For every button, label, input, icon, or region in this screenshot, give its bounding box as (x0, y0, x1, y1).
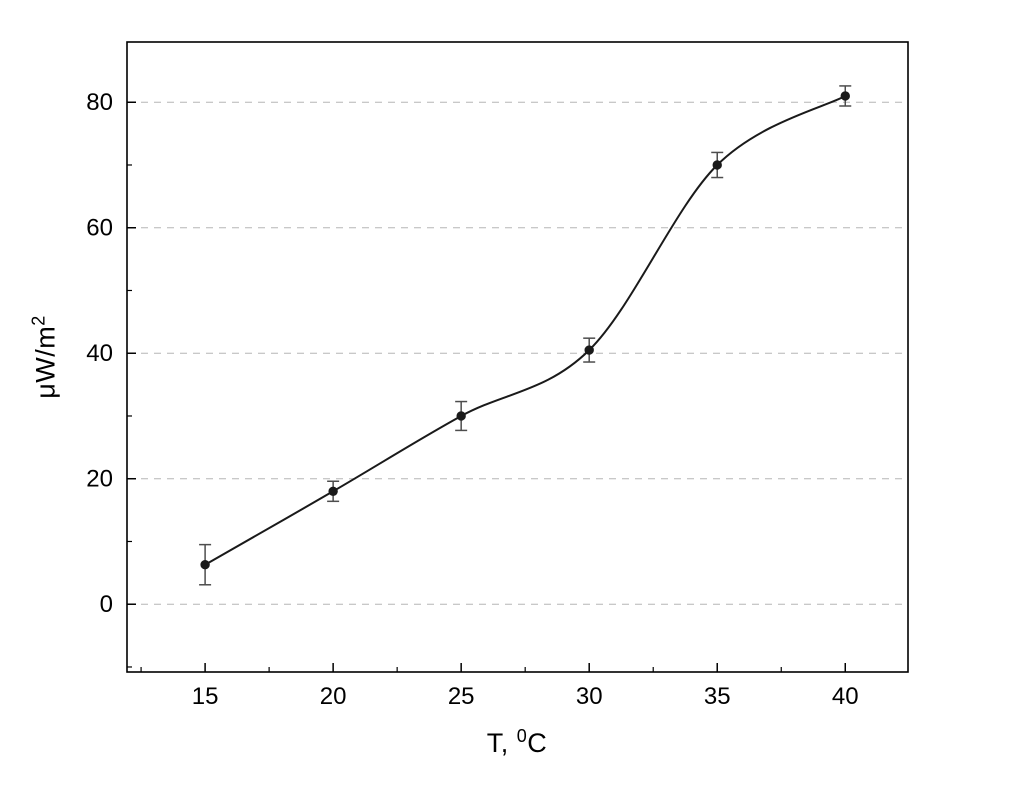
plot-frame (126, 41, 909, 673)
data-point-40 (840, 91, 850, 101)
x-tick-label-25: 25 (448, 683, 475, 710)
x-axis-label-suffix: C (527, 728, 548, 758)
y-tick-label-0: 0 (100, 591, 113, 618)
y-tick-label-80: 80 (86, 89, 113, 116)
y-tick-label-60: 60 (86, 215, 113, 242)
y-axis-label-superscript: 2 (28, 315, 49, 326)
y-axis-label-text: μW/m (30, 325, 61, 399)
x-tick-label-30: 30 (576, 683, 603, 710)
y-axis-label: μW/m2 (28, 315, 62, 399)
x-axis-label-text: T, (486, 728, 517, 758)
x-axis-label: T, 0C (486, 726, 548, 759)
x-axis-label-superscript: 0 (516, 726, 528, 746)
data-point-35 (712, 160, 722, 170)
data-point-15 (200, 559, 210, 570)
data-curve (204, 95, 847, 566)
x-tick-label-20: 20 (320, 683, 347, 710)
y-tick-label-40: 40 (86, 340, 113, 367)
x-tick-label-40: 40 (832, 683, 859, 710)
data-point-25 (456, 411, 466, 421)
x-tick-label-35: 35 (704, 683, 731, 710)
x-tick-label-15: 15 (192, 683, 219, 710)
data-point-20 (328, 486, 338, 496)
data-point-30 (584, 345, 594, 355)
y-tick-label-20: 20 (86, 466, 113, 493)
